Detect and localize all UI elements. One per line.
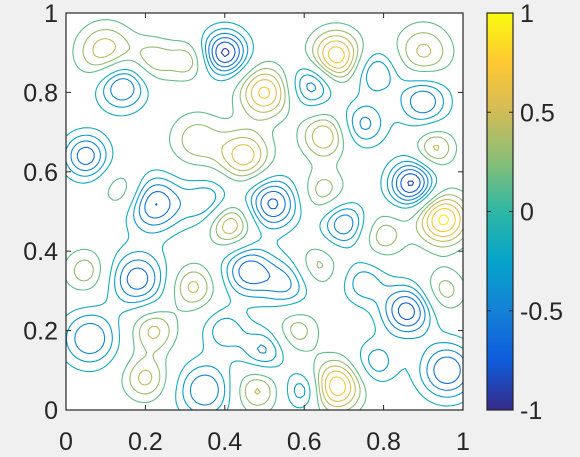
colorbar-tick-label: 1: [520, 0, 534, 28]
x-tick-label: 0.8: [366, 428, 401, 456]
contour-level: [92, 35, 463, 408]
contour-level: [258, 46, 456, 397]
x-tick-label: 0: [59, 428, 73, 456]
y-tick-label: 0.8: [23, 79, 58, 107]
contour-level: [73, 28, 463, 410]
contour-level: [231, 40, 461, 402]
colorbar-tick-label: -0.5: [520, 298, 563, 326]
y-tick-label: 0.6: [23, 159, 58, 187]
colorbar-ticks: 1 0.5 0 -0.5 -1: [487, 0, 563, 425]
contour-level: [66, 28, 463, 410]
contour-level: [70, 32, 463, 406]
contour-level: [76, 37, 461, 384]
y-tick-label: 0.2: [23, 318, 58, 346]
colorbar-tick-label: 0: [520, 199, 534, 227]
contour-level: [220, 47, 414, 187]
x-tick-label: 0.4: [207, 428, 242, 456]
x-tick-label: 0.2: [128, 428, 163, 456]
y-axis-ticks: 0 0.2 0.4 0.6 0.8 1: [23, 0, 463, 425]
y-tick-label: 1: [44, 0, 58, 28]
x-tick-label: 1: [456, 428, 470, 456]
contour-level: [155, 41, 421, 320]
x-axis-ticks: 0 0.2 0.4 0.6 0.8 1: [59, 13, 470, 456]
axes-box: [65, 12, 464, 411]
contour-lines: [66, 19, 463, 410]
y-tick-label: 0.4: [23, 238, 58, 266]
colorbar-tick-label: -1: [520, 397, 542, 425]
contour-level: [438, 214, 450, 226]
x-tick-label: 0.6: [287, 428, 322, 456]
contour-level: [66, 19, 463, 410]
contour-level: [66, 21, 463, 410]
colorbar-tick-label: 0.5: [520, 99, 555, 127]
y-tick-label: 0: [44, 397, 58, 425]
